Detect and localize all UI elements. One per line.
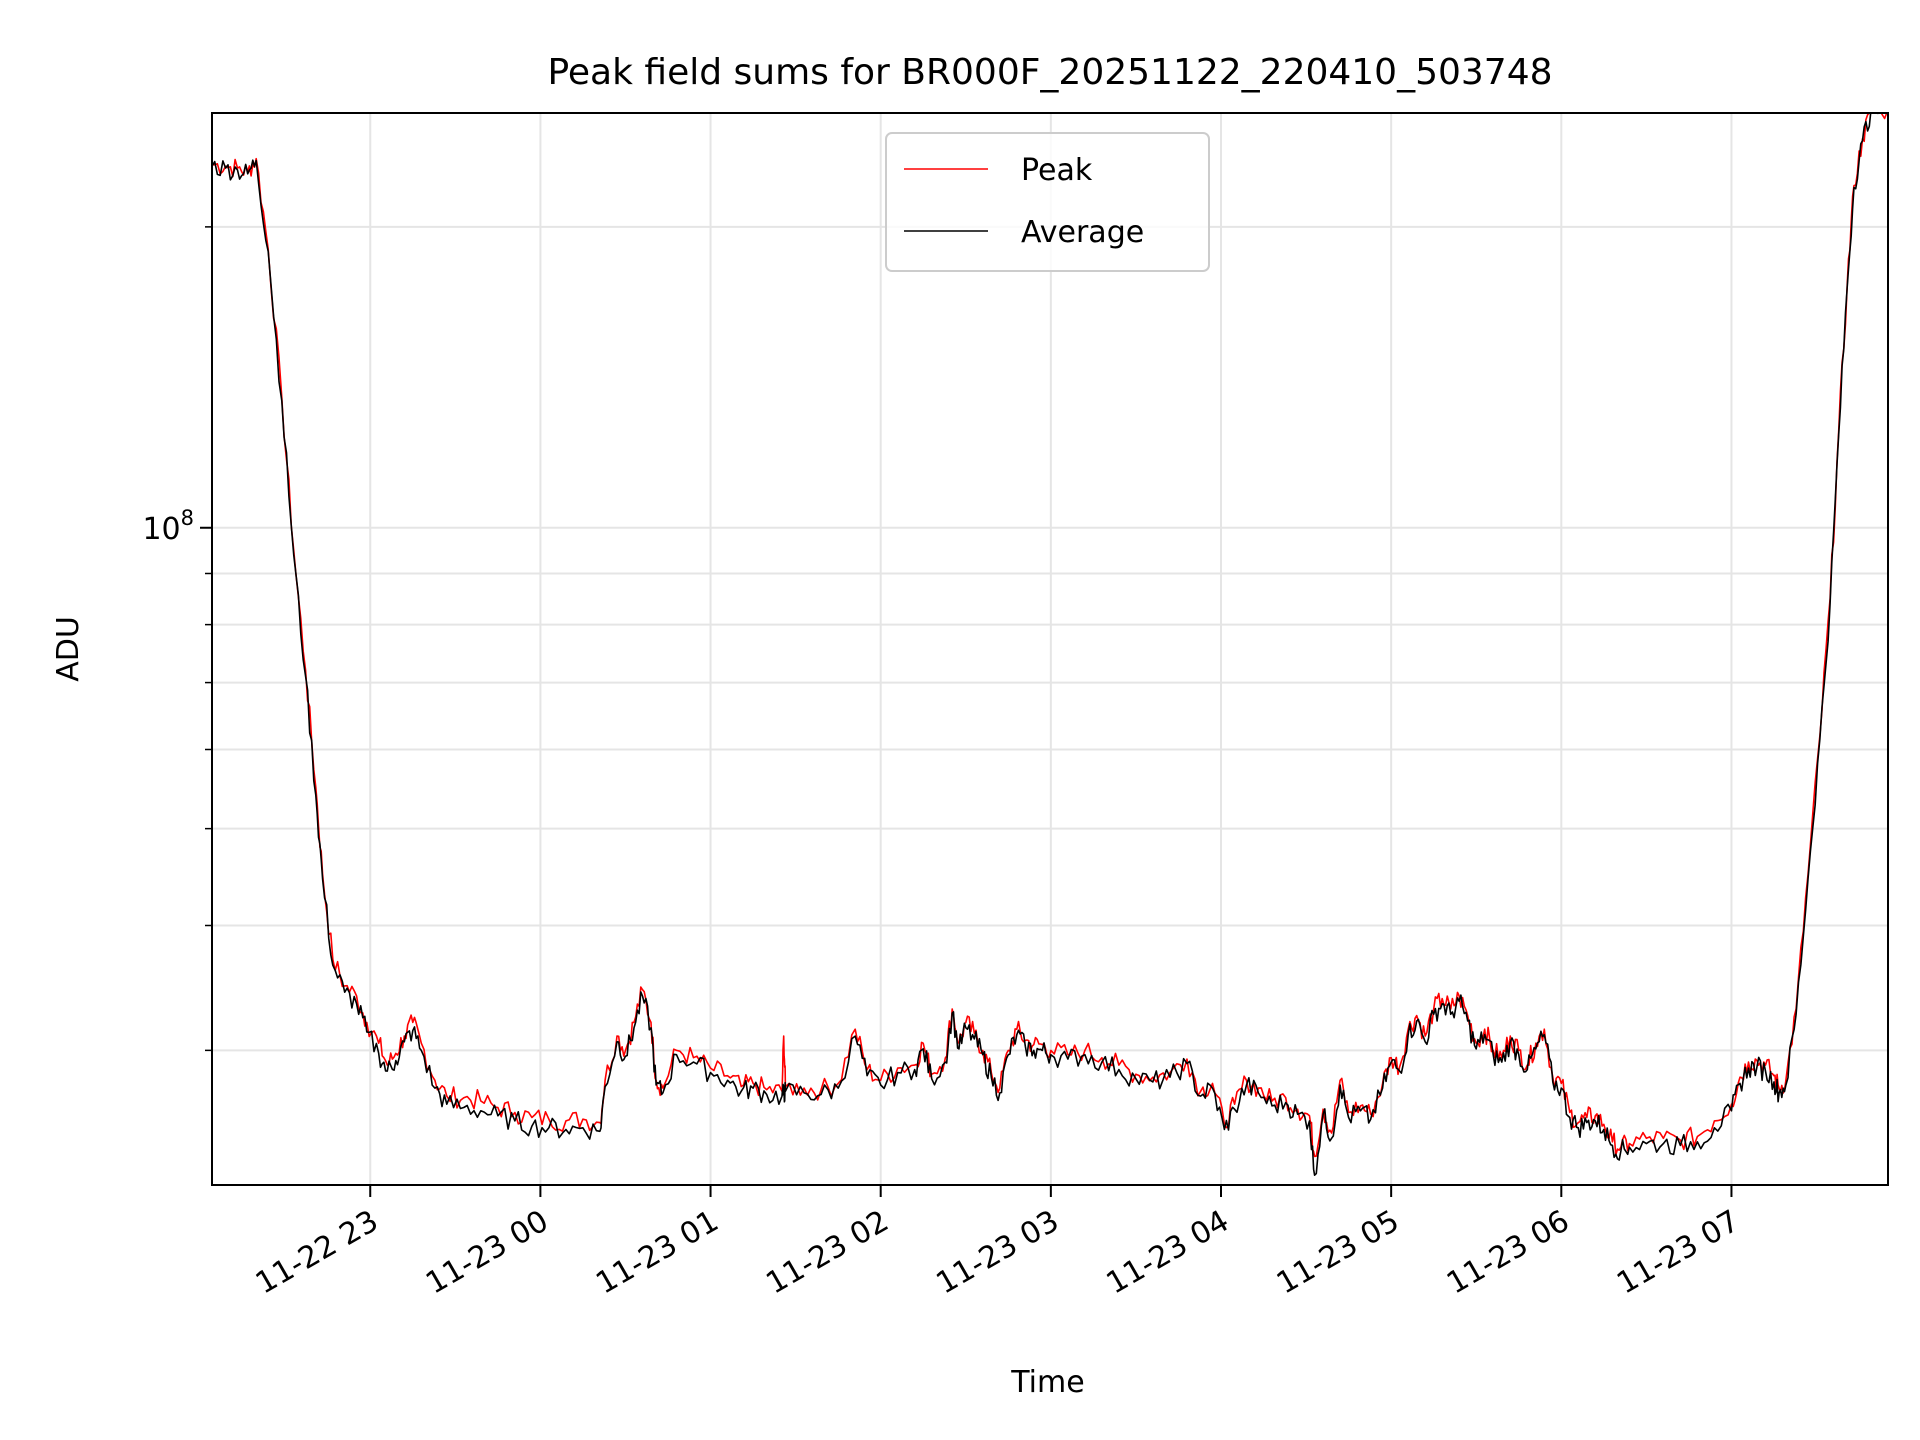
series-line-average: [212, 113, 1886, 1176]
x-axis-title: Time: [1010, 1365, 1084, 1400]
y-tick-label: 108: [142, 506, 194, 547]
series-line-peak: [212, 113, 1888, 1158]
legend-label-peak: Peak: [1021, 153, 1093, 188]
legend-label-average: Average: [1021, 215, 1144, 250]
chart-title: Peak field sums for BR000F_20251122_2204…: [547, 52, 1552, 93]
series-lines: [212, 113, 1888, 1176]
legend: Peak Average: [885, 132, 1210, 272]
legend-frame: [885, 132, 1210, 272]
grid-lines: [212, 113, 1888, 1185]
y-axis-title: ADU: [51, 616, 86, 682]
